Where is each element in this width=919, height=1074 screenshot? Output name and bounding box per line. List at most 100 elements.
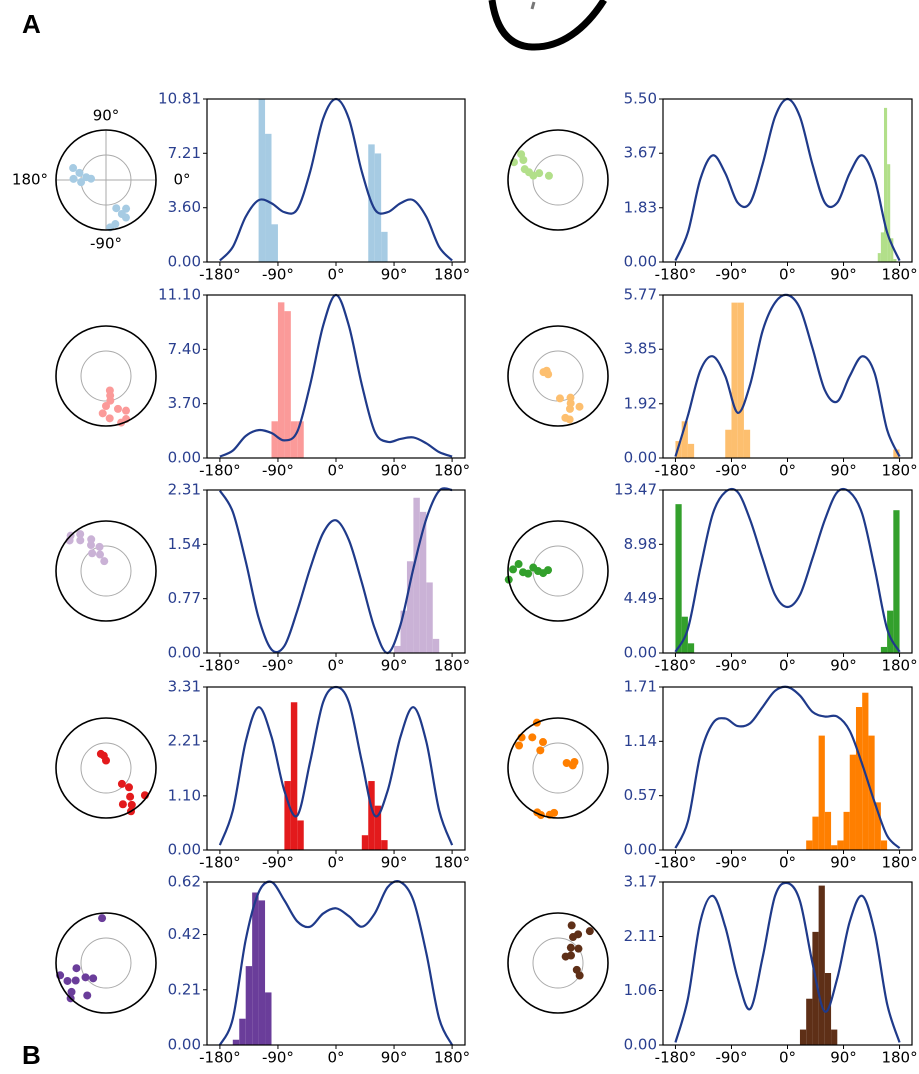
x-tick-label: 0°: [327, 854, 344, 872]
polar-point: [82, 973, 90, 981]
y-tick-label: 3.17: [624, 873, 657, 891]
polar-tick-label: 0°: [173, 171, 190, 189]
hist-bar: [800, 1030, 806, 1045]
polar-point: [122, 407, 130, 415]
y-tick-label: 1.06: [624, 981, 657, 999]
hist-bar: [884, 108, 887, 262]
density-curve: [675, 295, 899, 457]
polar-point: [567, 399, 575, 407]
hist-bar: [272, 421, 278, 458]
hist-bar: [806, 840, 812, 850]
y-tick-label: 0.21: [168, 980, 201, 998]
hist-bar: [744, 430, 750, 458]
hist-bar: [381, 232, 387, 262]
polar-point: [83, 991, 91, 999]
x-tick-label: -90°: [715, 266, 747, 284]
hist-bar: [881, 840, 887, 850]
polar-outer-ring: [56, 913, 156, 1013]
x-tick-label: -90°: [262, 1049, 294, 1067]
polar-point: [574, 930, 582, 938]
x-tick-label: -90°: [262, 657, 294, 675]
hist-bar: [725, 430, 731, 458]
x-tick-label: 180°: [434, 657, 470, 675]
polar-point: [75, 169, 83, 177]
hist-bar: [850, 755, 856, 850]
hist-bar: [291, 702, 297, 850]
panel-label: A: [22, 9, 41, 39]
axes-frame: [207, 687, 465, 850]
polar-point: [76, 530, 84, 538]
axes-frame: [207, 295, 465, 458]
y-tick-label: 0.00: [624, 253, 657, 271]
polar-point: [87, 535, 95, 543]
x-tick-label: 90°: [381, 462, 408, 480]
x-tick-label: 90°: [830, 266, 857, 284]
y-tick-label: 5.50: [624, 90, 657, 108]
polar-inner-ring: [81, 351, 131, 401]
polar-outer-ring: [56, 521, 156, 621]
hist-bar: [738, 303, 744, 458]
x-tick-label: 90°: [381, 657, 408, 675]
polar-point: [509, 565, 517, 573]
x-tick-label: -180°: [199, 657, 241, 675]
polar-outer-ring: [56, 326, 156, 426]
hist-bar: [812, 817, 818, 850]
cropped-drawing-mark: [532, 2, 534, 9]
polar-point: [112, 204, 120, 212]
x-tick-label: -90°: [715, 462, 747, 480]
polar-tick-label: 90°: [93, 107, 120, 125]
x-tick-label: 0°: [779, 657, 796, 675]
hist-bar: [265, 134, 271, 262]
x-tick-label: 90°: [830, 854, 857, 872]
polar-point: [69, 164, 77, 172]
polar-point: [539, 569, 547, 577]
y-tick-label: 1.10: [168, 786, 201, 804]
y-tick-label: 0.00: [168, 1036, 201, 1054]
polar-point: [574, 945, 582, 953]
polar-point: [528, 733, 536, 741]
axes-frame: [663, 882, 912, 1045]
y-tick-label: 13.47: [614, 481, 657, 499]
y-tick-label: 0.00: [624, 644, 657, 662]
x-tick-label: 0°: [327, 462, 344, 480]
x-tick-label: -180°: [655, 1049, 697, 1067]
hist-bar: [239, 1019, 245, 1045]
y-tick-label: 0.00: [168, 644, 201, 662]
x-tick-label: 0°: [327, 1049, 344, 1067]
y-tick-label: 3.31: [168, 678, 201, 696]
polar-point: [517, 150, 525, 158]
x-tick-label: -180°: [199, 1049, 241, 1067]
hist-bar: [265, 992, 271, 1045]
polar-inner-ring: [81, 938, 131, 988]
y-tick-label: 7.21: [168, 144, 201, 162]
y-tick-label: 1.71: [624, 678, 657, 696]
density-curve: [220, 99, 452, 260]
hist-bar: [394, 646, 400, 653]
polar-point: [70, 175, 78, 183]
y-tick-label: 1.14: [624, 732, 657, 750]
hist-bar: [272, 224, 278, 262]
hist-bar: [375, 153, 381, 262]
y-tick-label: 1.54: [168, 535, 201, 553]
polar-point: [529, 564, 537, 572]
polar-point: [97, 750, 105, 758]
polar-point: [566, 415, 574, 423]
hist-bar: [246, 966, 252, 1045]
hist-bar: [233, 1040, 239, 1045]
polar-outer-ring: [508, 326, 608, 426]
hist-bar: [297, 820, 303, 850]
polar-point: [98, 914, 106, 922]
y-tick-label: 0.00: [624, 841, 657, 859]
polar-point: [521, 165, 529, 173]
polar-point: [519, 568, 527, 576]
polar-point: [545, 172, 553, 180]
polar-point: [99, 409, 107, 417]
hist-bar: [278, 302, 284, 458]
polar-point: [536, 746, 544, 754]
polar-point: [72, 964, 80, 972]
x-tick-label: 180°: [434, 1049, 470, 1067]
y-tick-label: 3.60: [168, 198, 201, 216]
hist-bar: [881, 647, 887, 653]
x-tick-label: -90°: [262, 462, 294, 480]
hist-bar: [362, 835, 368, 850]
